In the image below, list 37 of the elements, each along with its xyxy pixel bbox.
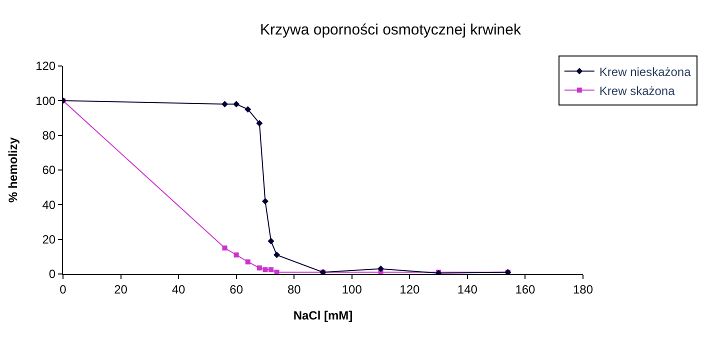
point: [233, 100, 240, 108]
legend-label: Krew skażona: [599, 84, 676, 98]
x-tick-label: 120: [400, 282, 420, 296]
point: [256, 265, 262, 270]
y-tick-label: 0: [48, 267, 56, 282]
point: [274, 270, 280, 274]
y-tick-label: 60: [42, 163, 56, 178]
x-tick-label: 160: [515, 282, 536, 296]
point: [262, 198, 268, 204]
x-tick-label: 60: [230, 282, 244, 296]
x-tick-label: 100: [342, 282, 362, 296]
y-tick-label: 80: [42, 128, 56, 143]
x-tick-label: 80: [287, 282, 302, 296]
point: [378, 266, 384, 272]
x-tick-label: 140: [457, 282, 478, 296]
y-tick-label: 120: [36, 59, 56, 74]
x-tick-label: 20: [114, 282, 128, 296]
legend-label: Krew nieskażona: [599, 64, 692, 79]
point: [245, 259, 250, 264]
y-tick-label: 40: [42, 198, 56, 212]
x-tick-label: 180: [572, 282, 594, 296]
point: [262, 267, 268, 272]
chart-title: Krzywa oporności osmotycznej krwinek: [260, 22, 522, 39]
x-axis-title: NaCl [mM]: [293, 308, 353, 322]
x-tick-label: 40: [172, 282, 186, 296]
point: [234, 252, 239, 258]
point: [256, 120, 263, 126]
point: [244, 106, 252, 113]
point: [222, 246, 228, 250]
x-tick-label: 0: [60, 282, 67, 296]
point: [268, 238, 274, 244]
y-tick-label: 20: [42, 232, 56, 247]
point: [268, 267, 274, 272]
y-axis-title: % hemolizy: [6, 137, 20, 203]
y-tick-label: 100: [36, 94, 56, 108]
point: [274, 252, 280, 258]
point: [222, 100, 228, 108]
